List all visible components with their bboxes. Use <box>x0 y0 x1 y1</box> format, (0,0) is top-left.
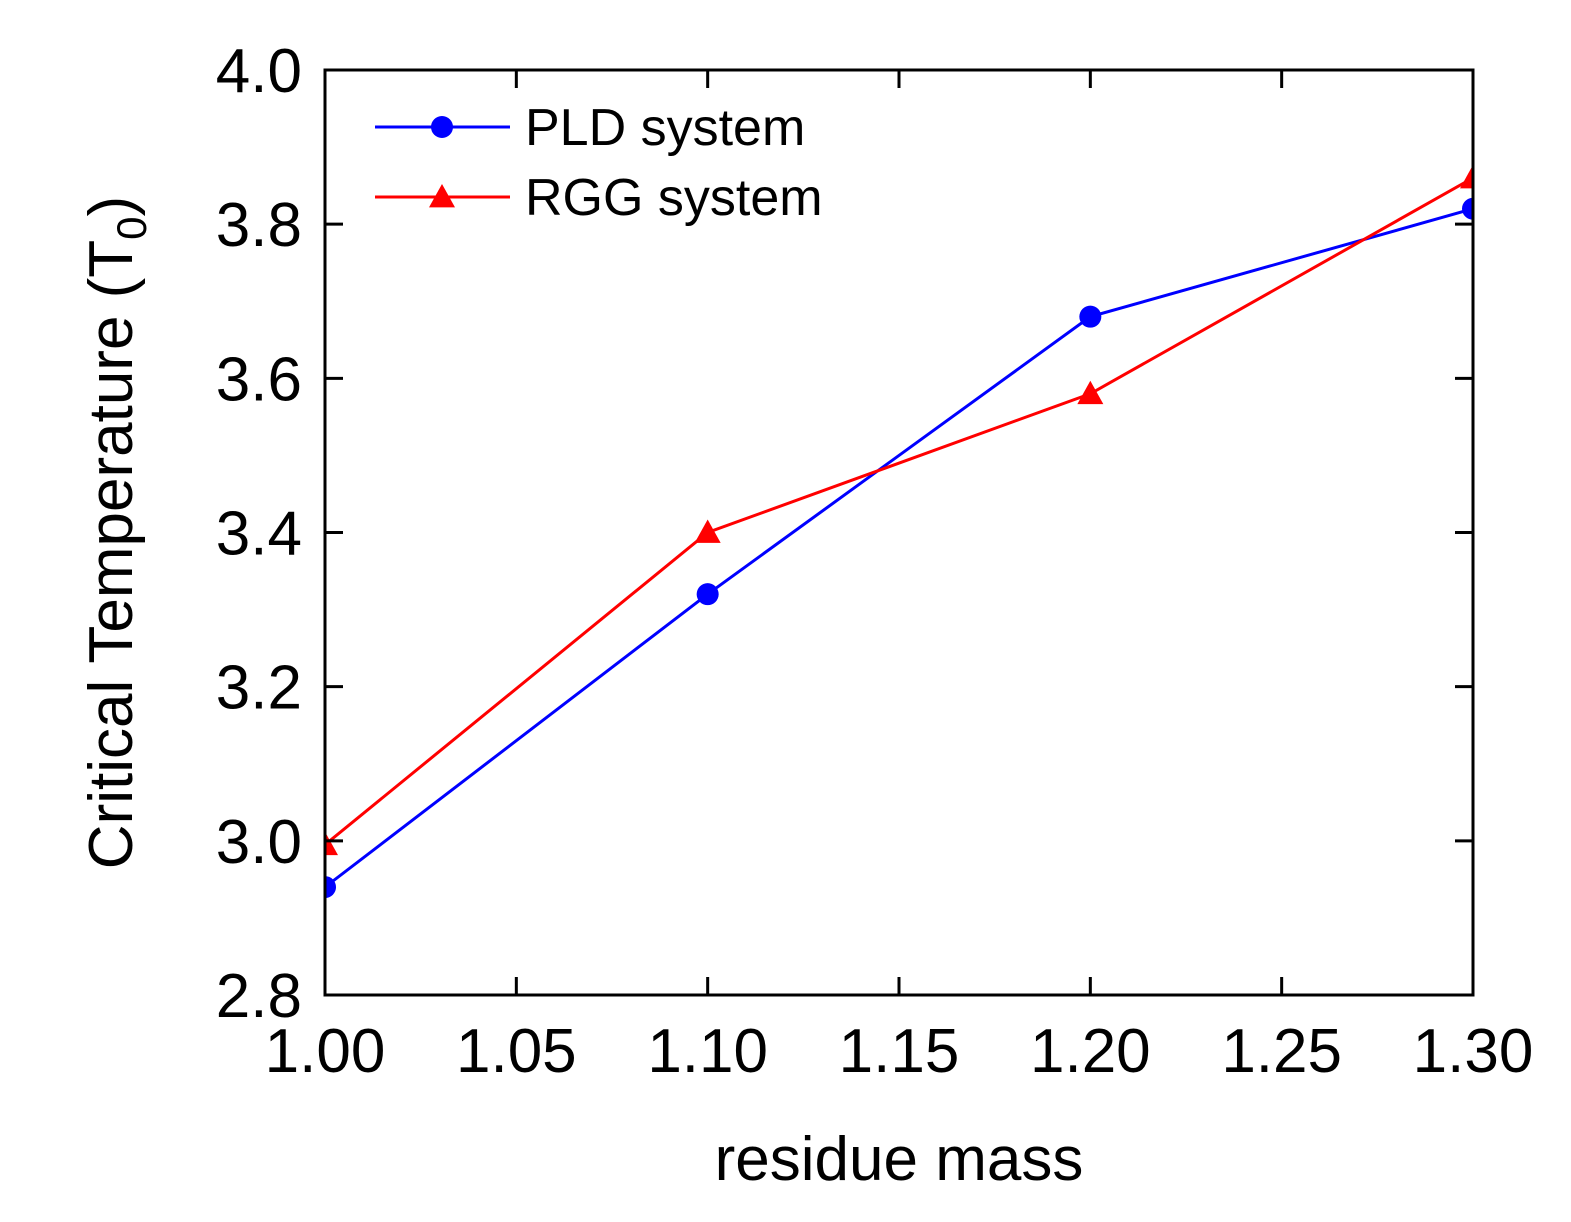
y-tick-label: 3.2 <box>216 654 302 723</box>
series-line <box>325 207 1473 889</box>
series-layer <box>325 164 1473 899</box>
data-point <box>696 583 719 606</box>
data-point <box>1077 380 1104 405</box>
legend-marker <box>429 184 455 208</box>
series-line <box>325 176 1473 846</box>
legend: PLD system RGG system <box>375 99 823 227</box>
data-point <box>1460 164 1473 189</box>
legend-item: RGG system <box>375 169 823 227</box>
x-tick-label: 1.30 <box>1413 1017 1534 1086</box>
y-tick-label: 3.8 <box>216 191 302 260</box>
data-point <box>1079 305 1102 328</box>
y-axis-title: Critical Temperature (T0) <box>77 196 155 869</box>
plot-frame <box>323 68 1475 997</box>
x-axis-title: residue mass <box>715 1125 1084 1194</box>
data-point <box>1462 197 1473 220</box>
ticks-layer <box>323 68 1475 997</box>
legend-item: PLD system <box>375 99 805 157</box>
y-tick-label: 3.6 <box>216 345 302 414</box>
x-tick-label: 1.25 <box>1221 1017 1342 1086</box>
data-point <box>325 831 338 856</box>
y-tick-label: 3.4 <box>216 500 302 569</box>
legend-label: RGG system <box>525 169 823 227</box>
data-point <box>694 519 721 543</box>
y-tick-label: 2.8 <box>216 962 302 1031</box>
y-axis-title-subscript: 0 <box>108 216 155 239</box>
y-axis-title-suffix: ) <box>77 196 146 217</box>
x-tick-label: 1.15 <box>839 1017 960 1086</box>
legend-marker <box>431 116 453 138</box>
series-pld-system <box>325 197 1473 899</box>
x-tick-label: 1.05 <box>456 1017 577 1086</box>
x-tick-label: 1.10 <box>647 1017 768 1086</box>
y-tick-label: 4.0 <box>216 37 302 106</box>
series-rgg-system <box>325 164 1473 856</box>
tick-labels: 1.00 1.05 1.10 1.15 1.20 1.25 1.30 2.8 3.0 3.2 3.4… <box>216 37 1534 1086</box>
data-point <box>325 876 336 899</box>
y-tick-label: 3.0 <box>216 808 302 877</box>
x-tick-label: 1.20 <box>1030 1017 1151 1086</box>
legend-label: PLD system <box>525 99 805 157</box>
y-axis-title-main: Critical Temperature (T <box>77 240 146 869</box>
x-tick-label: 1.00 <box>265 1017 386 1086</box>
